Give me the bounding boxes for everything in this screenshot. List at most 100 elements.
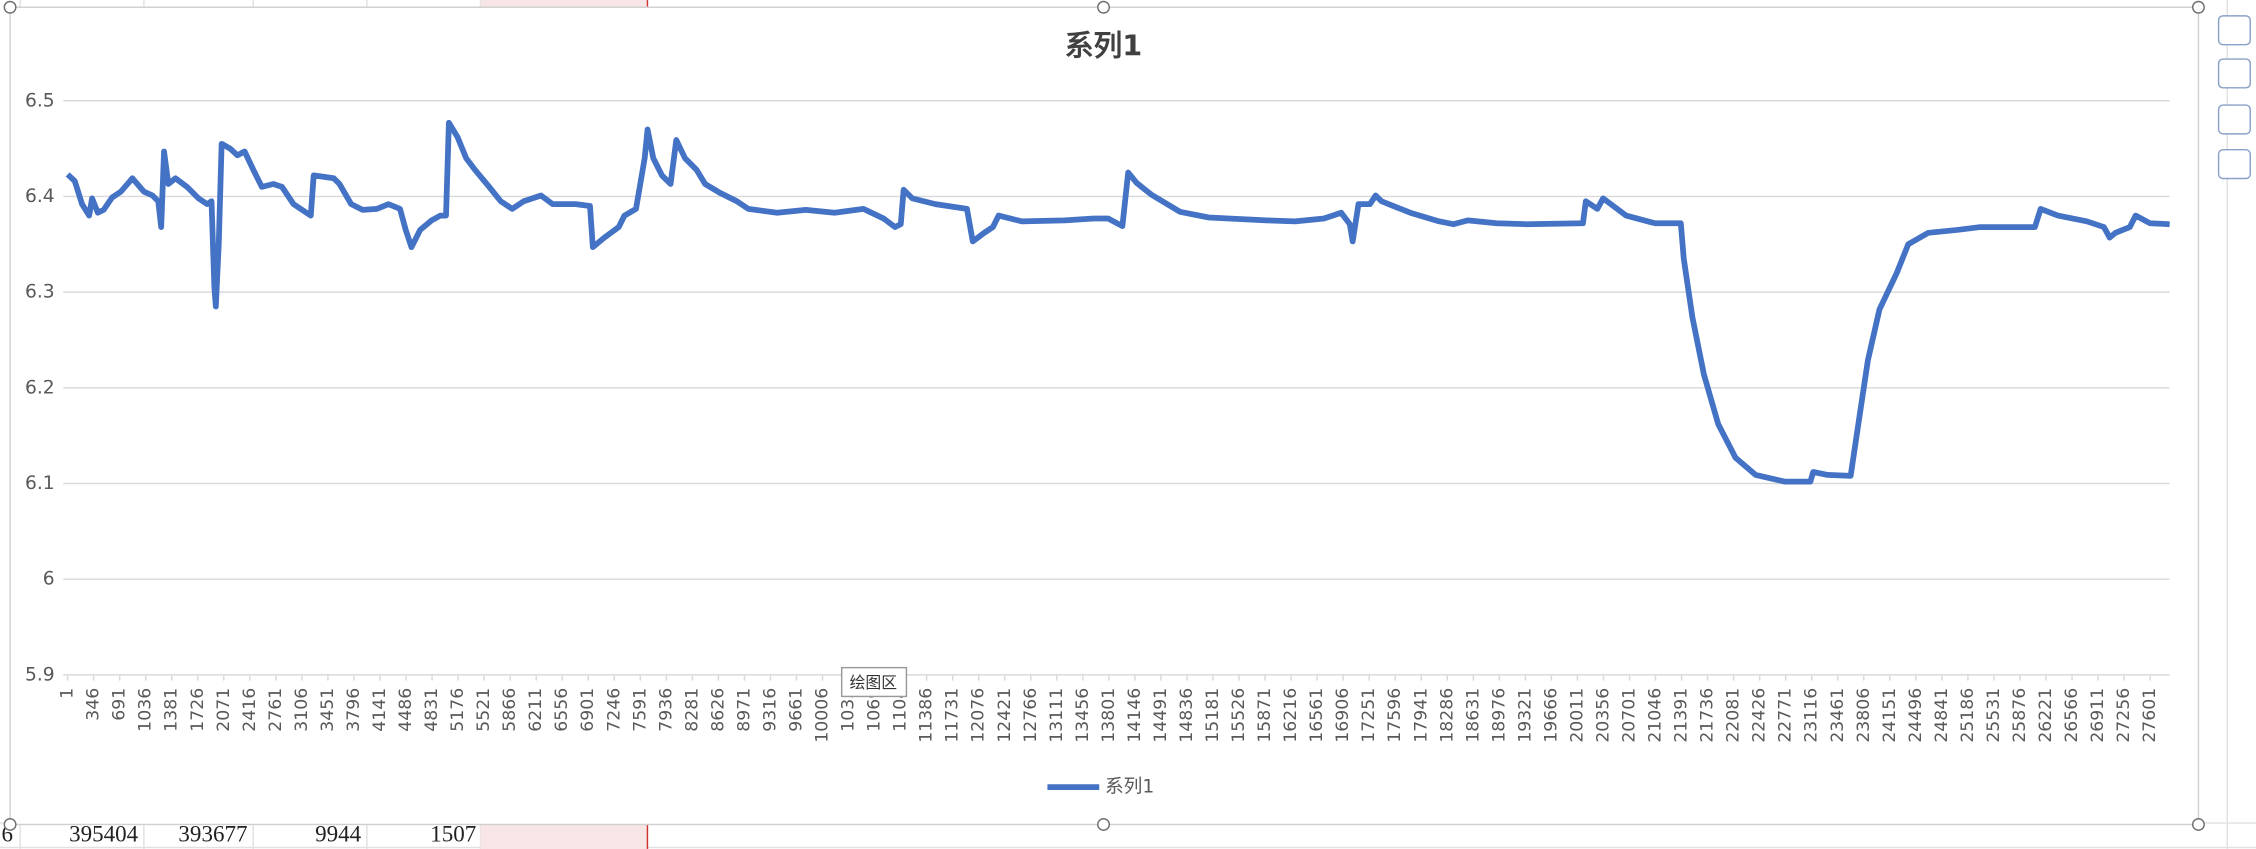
- x-tick-label: 6556: [552, 688, 572, 732]
- x-tick-label: 26221: [2036, 688, 2056, 743]
- chart-tools[interactable]: [2217, 15, 2251, 180]
- x-tick-label: 23461: [1828, 688, 1848, 743]
- x-tick-label: 4486: [396, 688, 416, 732]
- y-tick-label: 5.9: [25, 664, 55, 685]
- x-tick-label: 13111: [1047, 688, 1067, 743]
- cell-highlight: [480, 0, 648, 8]
- x-tick-label: 6901: [578, 688, 598, 732]
- tooltip-box: [840, 666, 908, 698]
- x-tick-label: 1069: [865, 688, 885, 732]
- x-tick-label: 18286: [1437, 688, 1457, 743]
- x-tick-label: 7246: [604, 688, 624, 732]
- x-tick-label: 7591: [630, 688, 650, 732]
- x-tick-label: 19321: [1515, 688, 1535, 743]
- x-tick-label: 16561: [1307, 688, 1327, 743]
- x-tick-label: 8626: [708, 688, 728, 732]
- x-tick-label: 9316: [760, 688, 780, 732]
- x-tick-label: 5521: [474, 688, 494, 732]
- x-tick-label: 346: [84, 688, 104, 721]
- x-tick-label: 20701: [1620, 688, 1640, 743]
- x-tick-label: 21736: [1698, 688, 1718, 743]
- x-tick-label: 20011: [1567, 688, 1587, 743]
- x-tick-label: 21046: [1646, 688, 1666, 743]
- x-tick-label: 26566: [2062, 688, 2082, 743]
- x-tick-label: 23116: [1802, 688, 1822, 743]
- x-tick-label: 18631: [1463, 688, 1483, 743]
- x-tick-label: 18976: [1489, 688, 1509, 743]
- x-tick-label: 2071: [214, 688, 234, 732]
- x-tick-label: 11731: [943, 688, 963, 743]
- x-tick-label: 1: [58, 688, 78, 699]
- y-tick-label: 6.1: [25, 473, 55, 494]
- y-tick-label: 6.5: [25, 90, 55, 111]
- x-tick-label: 17941: [1411, 688, 1431, 743]
- x-tick-label: 15526: [1229, 688, 1249, 743]
- x-tick-label: 22081: [1724, 688, 1744, 743]
- x-tick-label: 24151: [1880, 688, 1900, 743]
- x-tick-label: 26911: [2088, 688, 2108, 743]
- x-tick-label: 22426: [1750, 688, 1770, 743]
- x-tick-label: 3106: [292, 688, 312, 732]
- x-tick-label: 14146: [1125, 688, 1145, 743]
- x-tick-label: 691: [110, 688, 130, 721]
- x-tick-label: 27256: [2114, 688, 2134, 743]
- x-tick-label: 2761: [266, 688, 286, 732]
- x-tick-label: 1381: [162, 688, 182, 732]
- x-tick-label: 5866: [500, 688, 520, 732]
- x-tick-label: 17251: [1359, 688, 1379, 743]
- x-tick-label: 4831: [422, 688, 442, 732]
- x-tick-label: 14836: [1177, 688, 1197, 743]
- x-tick-label: 3796: [344, 688, 364, 732]
- x-tick-label: 9661: [787, 688, 807, 732]
- y-tick-label: 6.3: [25, 282, 55, 303]
- chart-area[interactable]: [9, 6, 2200, 826]
- x-tick-label: 1036: [136, 688, 156, 732]
- x-tick-label: 24841: [1932, 688, 1952, 743]
- cell[interactable]: 6: [1, 820, 13, 846]
- x-tick-label: 27601: [2140, 688, 2160, 743]
- x-tick-label: 25876: [2010, 688, 2030, 743]
- x-tick-label: 12766: [1021, 688, 1041, 743]
- handles: [3, 0, 2205, 831]
- tooltip: 绘图区: [850, 673, 898, 692]
- x-tick-label: 20356: [1593, 688, 1613, 743]
- x-tick-label: 24496: [1906, 688, 1926, 743]
- x-tick-label: 15871: [1255, 688, 1275, 743]
- x-tick-label: 6211: [526, 688, 546, 732]
- x-tick-label: 25531: [1984, 688, 2004, 743]
- x-tick-label: 2416: [240, 688, 260, 732]
- x-tick-label: 8281: [682, 688, 702, 732]
- data-line: [65, 119, 2170, 485]
- x-tick-label: 17596: [1385, 688, 1405, 743]
- x-tick-label: 13456: [1073, 688, 1093, 743]
- y-tick-label: 6.2: [25, 377, 55, 398]
- x-tick-label: 16906: [1333, 688, 1353, 743]
- x-tick-label: 13801: [1099, 688, 1119, 743]
- legend-label: 系列1: [1105, 777, 1154, 798]
- x-tick-label: 22771: [1776, 688, 1796, 743]
- x-tick-label: 5176: [448, 688, 468, 732]
- x-tick-label: 3451: [318, 688, 338, 732]
- y-tick-label: 6.4: [25, 186, 55, 207]
- x-tick-label: 1035: [839, 688, 859, 732]
- x-tick-label: 21391: [1672, 688, 1692, 743]
- x-tick-label: 7936: [656, 688, 676, 732]
- x-tick-label: 12421: [995, 688, 1015, 743]
- x-tick-label: 16216: [1281, 688, 1301, 743]
- x-tick-label: 23806: [1854, 688, 1874, 743]
- x-tick-label: 10006: [813, 688, 833, 743]
- x-tick-label: 1726: [188, 688, 208, 732]
- x-tick-label: 14491: [1151, 688, 1171, 743]
- x-tick-label: 19666: [1541, 688, 1561, 743]
- x-tick-label: 4141: [370, 688, 390, 732]
- x-tick-label: 15181: [1203, 688, 1223, 743]
- cell-highlight: [480, 824, 648, 849]
- x-tick-label: 8971: [734, 688, 754, 732]
- x-tick-label: 12076: [969, 688, 989, 743]
- chart-title: 系列1: [1065, 29, 1143, 63]
- y-tick-label: 6: [43, 569, 55, 590]
- x-tick-label: 1104: [891, 688, 911, 732]
- x-tick-label: 25186: [1958, 688, 1978, 743]
